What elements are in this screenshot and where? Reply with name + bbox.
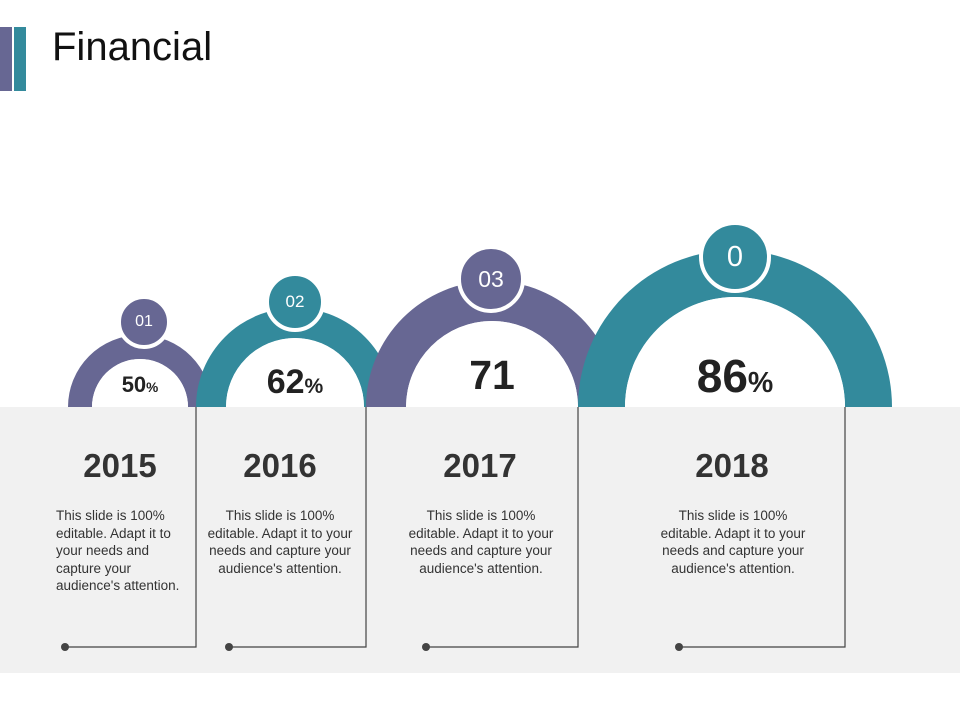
accent-bar-left bbox=[0, 27, 12, 91]
year-label: 2017 bbox=[443, 447, 517, 484]
value-2017: 71 bbox=[406, 351, 578, 405]
connector-dot-2017 bbox=[422, 643, 430, 651]
value-2018: 86% bbox=[625, 349, 845, 410]
description-text: This slide is 100% editable. Adapt it to… bbox=[207, 508, 353, 576]
description-text: This slide is 100% editable. Adapt it to… bbox=[660, 508, 806, 576]
connector-dot-2016 bbox=[225, 643, 233, 651]
step-number-badge: 01 bbox=[117, 295, 171, 349]
content-panel bbox=[0, 407, 960, 673]
value-number: 62 bbox=[266, 363, 305, 401]
arch-2017-inner bbox=[406, 321, 578, 407]
value-unit: % bbox=[146, 380, 159, 395]
description-text: This slide is 100% editable. Adapt it to… bbox=[56, 508, 180, 593]
slide-title: Financial bbox=[52, 25, 213, 69]
accent-bar-right bbox=[14, 27, 26, 91]
arch-2015 bbox=[68, 335, 212, 407]
value-unit: % bbox=[747, 367, 774, 399]
connector-dot-2018 bbox=[675, 643, 683, 651]
value-number: 50 bbox=[121, 372, 147, 397]
value-2015: 50% bbox=[90, 371, 190, 402]
connector-2018 bbox=[679, 407, 846, 648]
connector-2015 bbox=[65, 407, 197, 648]
step-number-badge: 03 bbox=[457, 245, 525, 313]
value-2016: 62% bbox=[225, 362, 365, 407]
connector-2017 bbox=[426, 407, 579, 648]
connector-dot-2015 bbox=[61, 643, 69, 651]
value-unit: % bbox=[304, 375, 324, 398]
step-number-badge: 02 bbox=[265, 272, 325, 332]
arch-2016 bbox=[196, 308, 394, 407]
year-label: 2015 bbox=[83, 447, 157, 484]
arch-2018 bbox=[578, 250, 892, 407]
connector-2016 bbox=[229, 407, 367, 648]
value-number: 86 bbox=[696, 350, 748, 402]
step-number-badge: 0 bbox=[699, 221, 771, 293]
arch-2017 bbox=[366, 281, 618, 407]
year-label: 2016 bbox=[243, 447, 317, 484]
value-number: 71 bbox=[469, 352, 515, 398]
arch-2016-inner bbox=[226, 338, 364, 407]
arch-2018-inner bbox=[625, 297, 845, 407]
description-text: This slide is 100% editable. Adapt it to… bbox=[408, 508, 554, 576]
year-label: 2018 bbox=[695, 447, 769, 484]
arch-2015-inner bbox=[92, 359, 188, 407]
